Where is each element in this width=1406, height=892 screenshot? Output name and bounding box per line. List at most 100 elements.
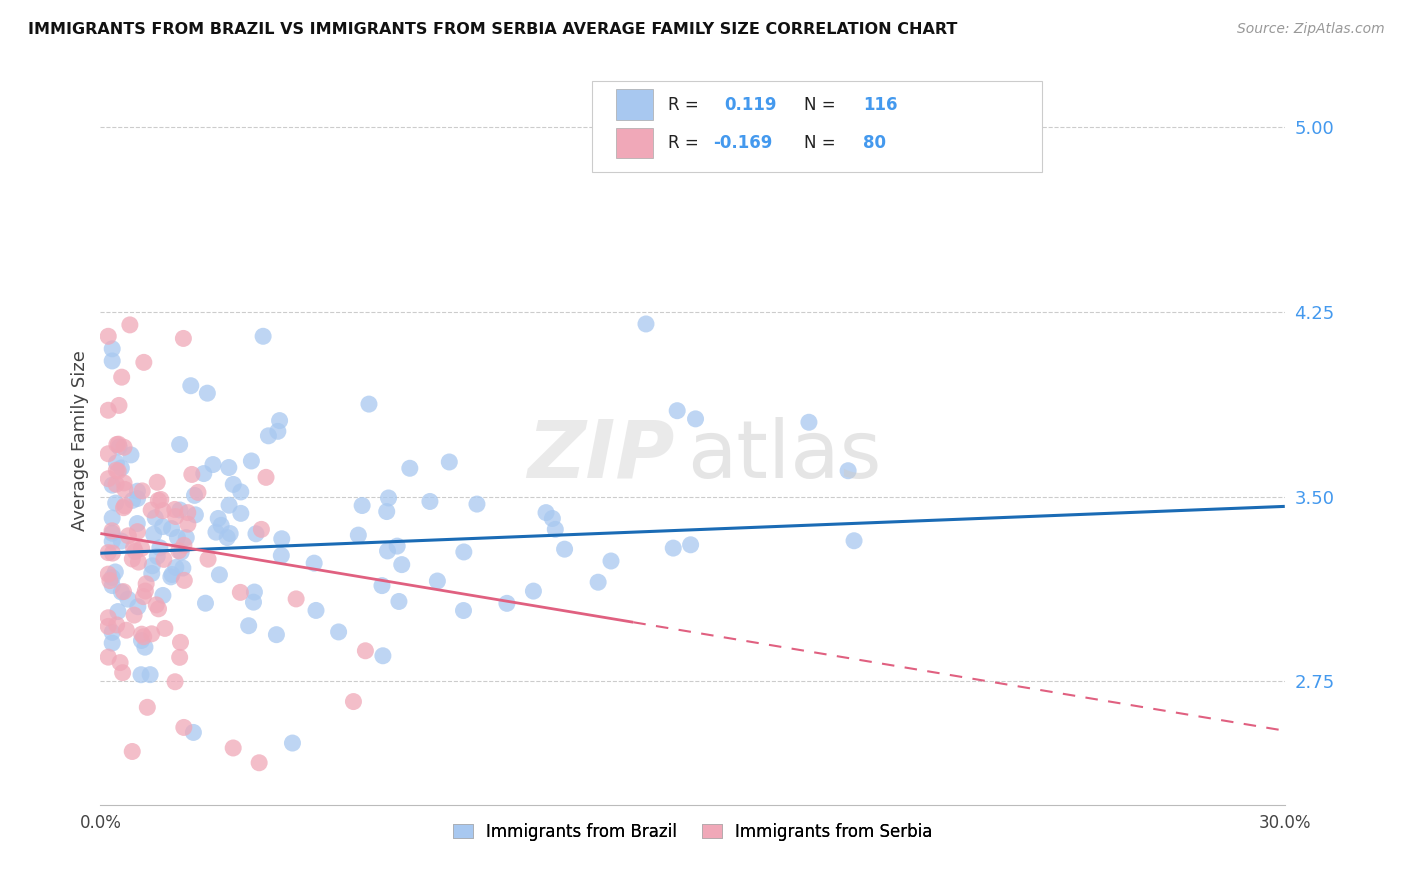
Point: [169, 503, 191, 517]
Point: [105, 456, 128, 470]
Point: [544, 522, 567, 536]
Point: [173, 721, 195, 735]
Point: [101, 534, 124, 549]
Point: [112, 500, 135, 515]
Point: [254, 470, 277, 484]
Point: [146, 475, 169, 490]
Text: -0.169: -0.169: [713, 134, 772, 152]
Point: [554, 542, 576, 557]
Point: [107, 464, 129, 478]
Point: [98, 574, 121, 588]
Point: [174, 531, 197, 545]
Point: [167, 544, 190, 558]
Point: [131, 627, 153, 641]
Point: [127, 524, 149, 539]
Point: [101, 478, 124, 492]
Point: [352, 499, 374, 513]
Point: [97, 611, 120, 625]
Point: [166, 530, 188, 544]
Point: [173, 538, 195, 552]
Point: [439, 455, 461, 469]
Point: [134, 584, 156, 599]
Point: [142, 527, 165, 541]
Point: [132, 590, 155, 604]
Point: [97, 472, 120, 486]
Point: [180, 467, 202, 482]
Point: [377, 491, 399, 505]
Point: [131, 633, 153, 648]
Point: [145, 598, 167, 612]
Point: [229, 507, 252, 521]
Text: N =: N =: [804, 95, 841, 113]
Text: ZIP: ZIP: [527, 417, 675, 494]
Point: [229, 484, 252, 499]
Point: [252, 329, 274, 343]
Point: [124, 544, 146, 558]
Point: [250, 522, 273, 536]
Point: [111, 370, 134, 384]
Point: [160, 522, 183, 536]
Point: [101, 354, 124, 368]
Point: [797, 415, 820, 429]
Point: [177, 517, 200, 532]
Text: N =: N =: [804, 134, 841, 152]
Point: [328, 624, 350, 639]
Point: [169, 635, 191, 649]
Point: [105, 463, 128, 477]
Point: [97, 650, 120, 665]
Point: [160, 570, 183, 584]
Point: [101, 546, 124, 560]
Point: [165, 509, 187, 524]
Point: [104, 565, 127, 579]
Point: [97, 567, 120, 582]
Point: [121, 744, 143, 758]
Point: [398, 461, 420, 475]
Point: [136, 700, 159, 714]
Point: [195, 386, 218, 401]
Point: [522, 584, 544, 599]
Point: [97, 447, 120, 461]
Point: [105, 477, 128, 491]
Point: [114, 483, 136, 497]
Point: [127, 491, 149, 506]
Point: [146, 549, 169, 564]
Point: [152, 589, 174, 603]
Point: [111, 665, 134, 680]
Point: [97, 329, 120, 343]
Point: [207, 511, 229, 525]
Point: [153, 552, 176, 566]
Point: [269, 414, 291, 428]
Point: [183, 488, 205, 502]
Point: [118, 318, 141, 332]
Point: [243, 585, 266, 599]
Point: [194, 596, 217, 610]
Point: [97, 619, 120, 633]
Point: [302, 556, 325, 570]
Point: [371, 648, 394, 663]
Point: [117, 592, 139, 607]
Text: atlas: atlas: [686, 417, 882, 494]
Point: [104, 496, 127, 510]
Point: [163, 502, 186, 516]
Point: [342, 695, 364, 709]
Point: [143, 510, 166, 524]
Point: [305, 603, 328, 617]
Point: [105, 437, 128, 451]
Point: [247, 756, 270, 770]
Point: [222, 741, 245, 756]
Point: [165, 560, 187, 574]
Point: [115, 623, 138, 637]
Point: [105, 618, 128, 632]
Point: [354, 644, 377, 658]
FancyBboxPatch shape: [592, 81, 1042, 172]
Point: [242, 595, 264, 609]
Text: 116: 116: [863, 95, 897, 113]
Point: [371, 579, 394, 593]
Point: [388, 594, 411, 608]
Point: [201, 458, 224, 472]
Point: [131, 483, 153, 498]
Point: [112, 584, 135, 599]
Point: [148, 602, 170, 616]
Point: [534, 506, 557, 520]
Text: IMMIGRANTS FROM BRAZIL VS IMMIGRANTS FROM SERBIA AVERAGE FAMILY SIZE CORRELATION: IMMIGRANTS FROM BRAZIL VS IMMIGRANTS FRO…: [28, 22, 957, 37]
